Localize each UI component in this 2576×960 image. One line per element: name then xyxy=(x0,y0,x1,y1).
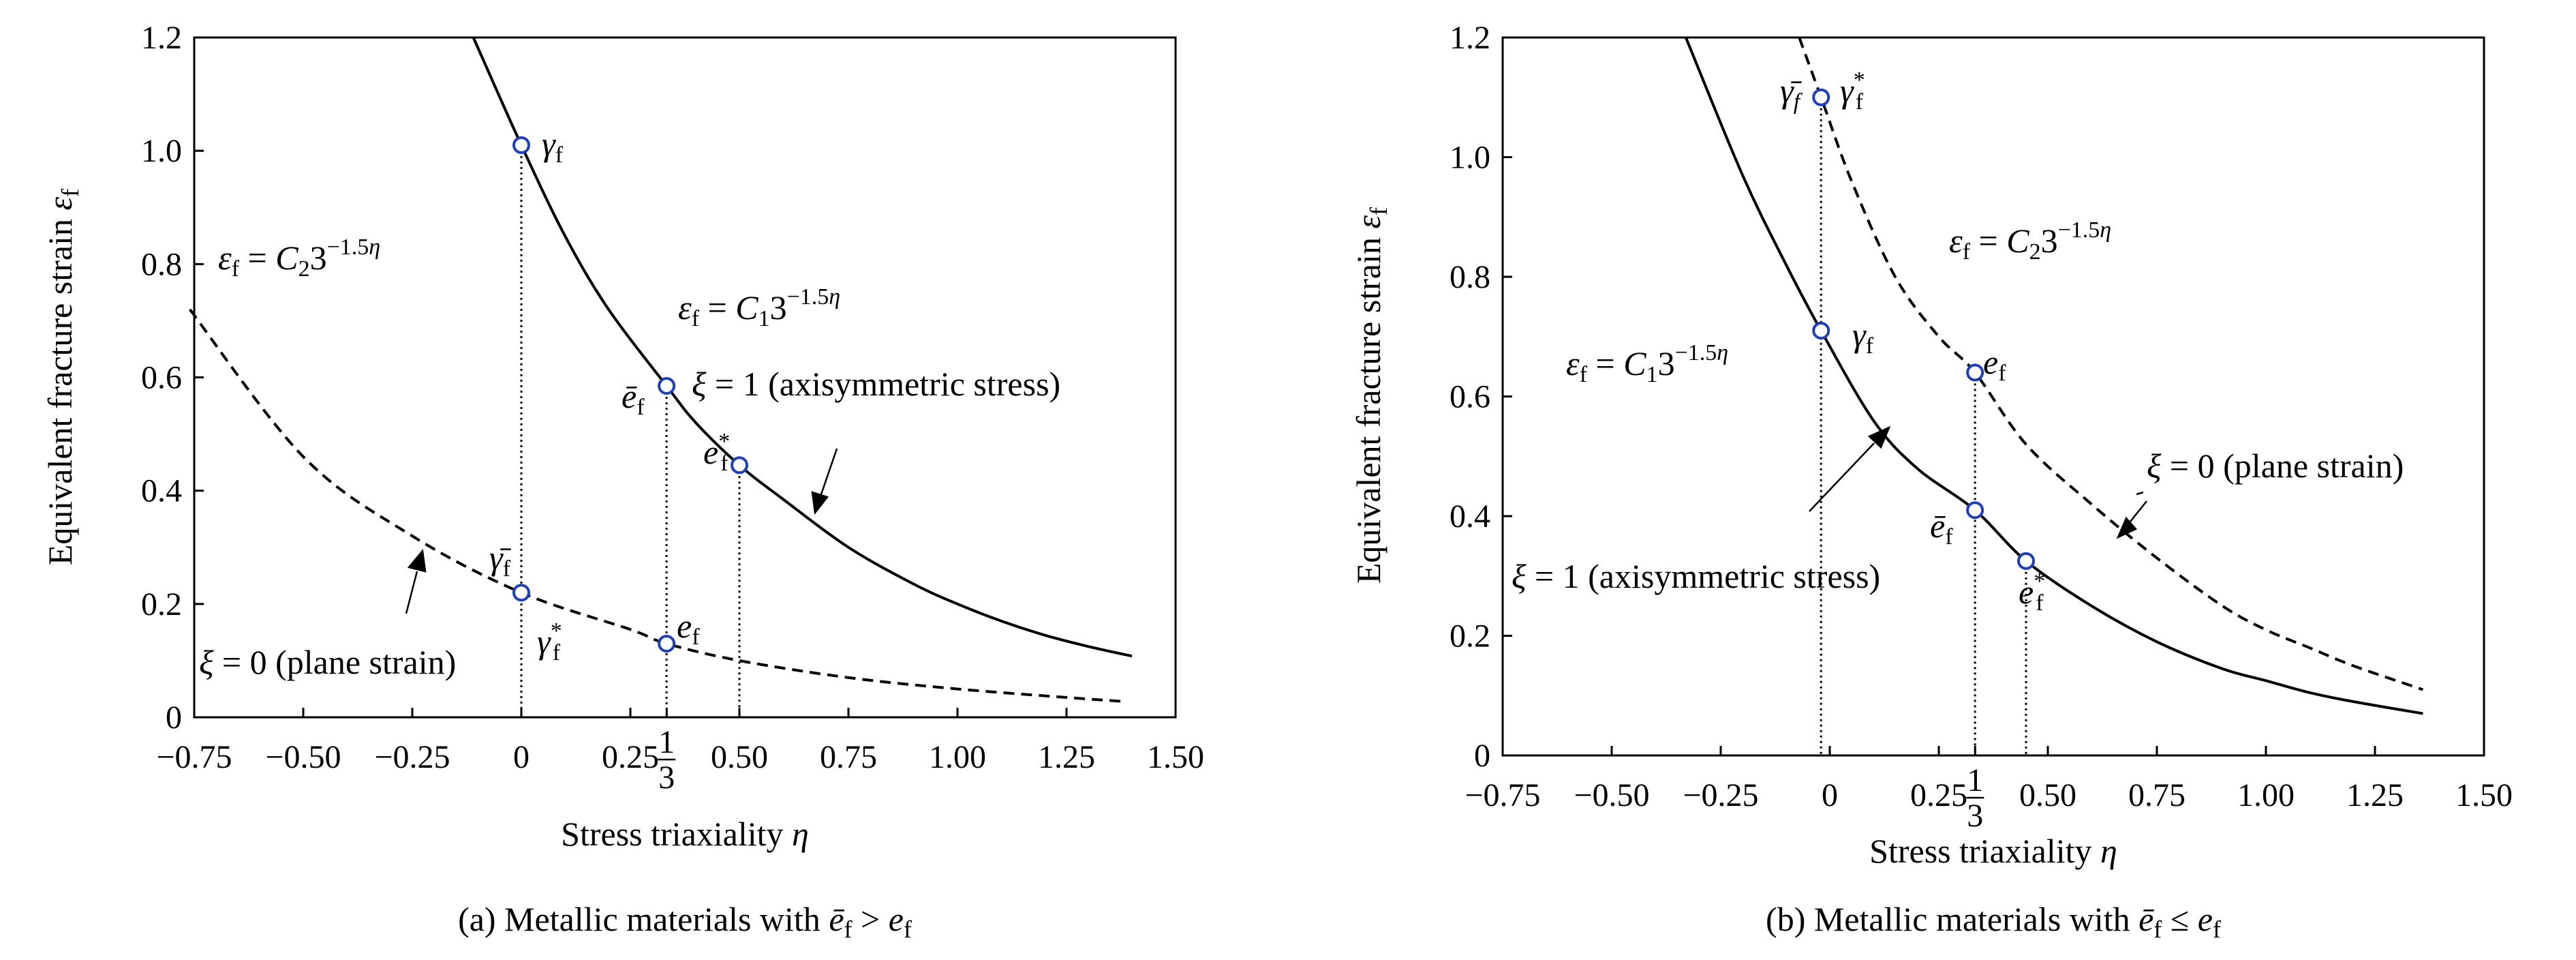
y-tick-label: 0 xyxy=(166,700,182,736)
x-tick-label: 0.25 xyxy=(1910,777,1967,813)
y-tick-label: 0.4 xyxy=(141,473,182,509)
series-label-dashed: ξ = 0 (plane strain) xyxy=(199,643,456,681)
point-label-e-bar-f: ēf xyxy=(1930,507,1953,550)
data-point-marker xyxy=(1966,363,1984,382)
series-label-dashed: ξ = 0 (plane strain) xyxy=(2147,447,2404,485)
y-tick-label: 0.6 xyxy=(141,360,182,396)
data-point-marker xyxy=(2017,552,2035,570)
series-label-solid: ξ = 1 (axisymmetric stress) xyxy=(692,365,1060,403)
arrow-to-dashed-curve xyxy=(2116,491,2147,539)
x-axis-label: Stress triaxiality η xyxy=(561,815,809,853)
x-tick-label: 0 xyxy=(1822,777,1838,813)
y-tick-label: 0.4 xyxy=(1450,498,1490,535)
point-label-gamma-f: γf xyxy=(1852,316,1874,359)
series-formula-solid: εf = C13−1.5η xyxy=(1566,340,1728,387)
arrow-to-solid-curve xyxy=(1809,425,1891,512)
data-point-marker xyxy=(1812,321,1830,340)
x-tick-label: 1 xyxy=(658,724,675,760)
data-point-marker xyxy=(1812,88,1830,106)
x-tick-label: 1.25 xyxy=(2346,777,2404,813)
data-point-marker xyxy=(512,584,530,602)
series-formula-dashed: εf = C23−1.5η xyxy=(218,235,380,282)
y-tick-label: 1.0 xyxy=(141,133,182,169)
x-tick-label: −0.25 xyxy=(1683,777,1758,813)
x-tick-label: 0.25 xyxy=(602,739,659,775)
x-tick-label: 1.50 xyxy=(1147,739,1204,775)
chart-panel-a: −0.75 −0.50 −0.25 0 0.25 130.50 0.75 1.00 1.25 1.… xyxy=(41,20,1204,943)
x-axis-label: Stress triaxiality η xyxy=(1869,832,2117,870)
series-line-axisymmetric xyxy=(472,37,1133,658)
point-label-gamma-f-star: γ* f xyxy=(537,618,562,665)
point-label-e-bar-f: ēf xyxy=(622,377,645,420)
y-tick-label: 0.2 xyxy=(1450,618,1490,655)
x-tick-label: 0 xyxy=(513,739,530,775)
y-tick-label: 0.8 xyxy=(141,246,182,282)
x-tick-label: 1.00 xyxy=(2237,777,2295,813)
data-point-marker xyxy=(658,634,676,652)
data-point-marker xyxy=(512,136,530,154)
x-tick-label: 1.25 xyxy=(1038,739,1095,775)
y-tick-label: 1.2 xyxy=(1450,20,1490,56)
arrow-to-dashed-curve xyxy=(405,549,427,614)
y-tick-label: 0.6 xyxy=(1450,379,1490,415)
x-tick-label: −0.75 xyxy=(156,739,232,775)
y-tick-label: 1.2 xyxy=(141,20,182,56)
point-label-gamma-bar-f: γ̄f xyxy=(489,539,512,582)
x-tick-label: −0.50 xyxy=(1574,777,1649,813)
series-formula-solid: εf = C13−1.5η xyxy=(678,284,840,331)
chart-panel-b: −0.75 −0.50 −0.25 0 0.25 130.50 0.75 1.00 1.25 1.… xyxy=(1349,20,2513,943)
series-line-plane-strain xyxy=(189,308,1124,703)
panel-caption: (a) Metallic materials with ēf > ef xyxy=(458,900,912,943)
point-label-gamma-bar-f: γ̄f xyxy=(1780,72,1803,115)
point-label-e-f-star: e* f xyxy=(2019,569,2045,616)
x-tick-label: −0.25 xyxy=(374,739,450,775)
x-tick-label: 0.50 xyxy=(2019,777,2076,813)
x-tick-label: 3 xyxy=(658,760,675,796)
x-tick-label: 0.50 xyxy=(711,739,768,775)
point-label-gamma-f: γf xyxy=(542,125,564,168)
x-tick-label: −0.75 xyxy=(1465,777,1540,813)
y-axis-label: Equivalent fracture strain εf xyxy=(41,189,84,565)
point-label-gamma-f-star: γ* f xyxy=(1840,68,1865,115)
x-tick-label: −0.50 xyxy=(265,739,341,775)
x-tick-label: 1 xyxy=(1967,762,1983,798)
data-point-marker xyxy=(658,376,676,395)
point-label-e-f-star: e* f xyxy=(703,429,730,476)
data-point-marker xyxy=(1966,501,1984,520)
y-tick-label: 0.2 xyxy=(141,586,182,622)
point-label-e-f: ef xyxy=(1983,343,2006,386)
series-formula-dashed: εf = C23−1.5η xyxy=(1949,217,2111,265)
x-tick-label: 1.50 xyxy=(2455,777,2513,813)
x-tick-label: 0.75 xyxy=(820,739,877,775)
y-axis-label: Equivalent fracture strain εf xyxy=(1349,207,1392,584)
series-line-axisymmetric xyxy=(1684,37,2423,715)
arrow-to-solid-curve xyxy=(811,448,838,515)
point-label-e-f: ef xyxy=(677,607,700,650)
series-label-solid: ξ = 1 (axisymmetric stress) xyxy=(1512,557,1880,595)
y-tick-label: 0.8 xyxy=(1450,259,1490,295)
data-point-marker xyxy=(731,456,748,475)
series-line-plane-strain xyxy=(1798,37,2424,691)
x-tick-label: 3 xyxy=(1967,798,1983,834)
y-tick-label: 0 xyxy=(1474,738,1490,774)
panel-caption: (b) Metallic materials with ēf ≤ ef xyxy=(1766,900,2221,943)
x-tick-label: 0.75 xyxy=(2128,777,2186,813)
y-tick-label: 1.0 xyxy=(1450,140,1490,176)
x-tick-label: 1.00 xyxy=(929,739,986,775)
